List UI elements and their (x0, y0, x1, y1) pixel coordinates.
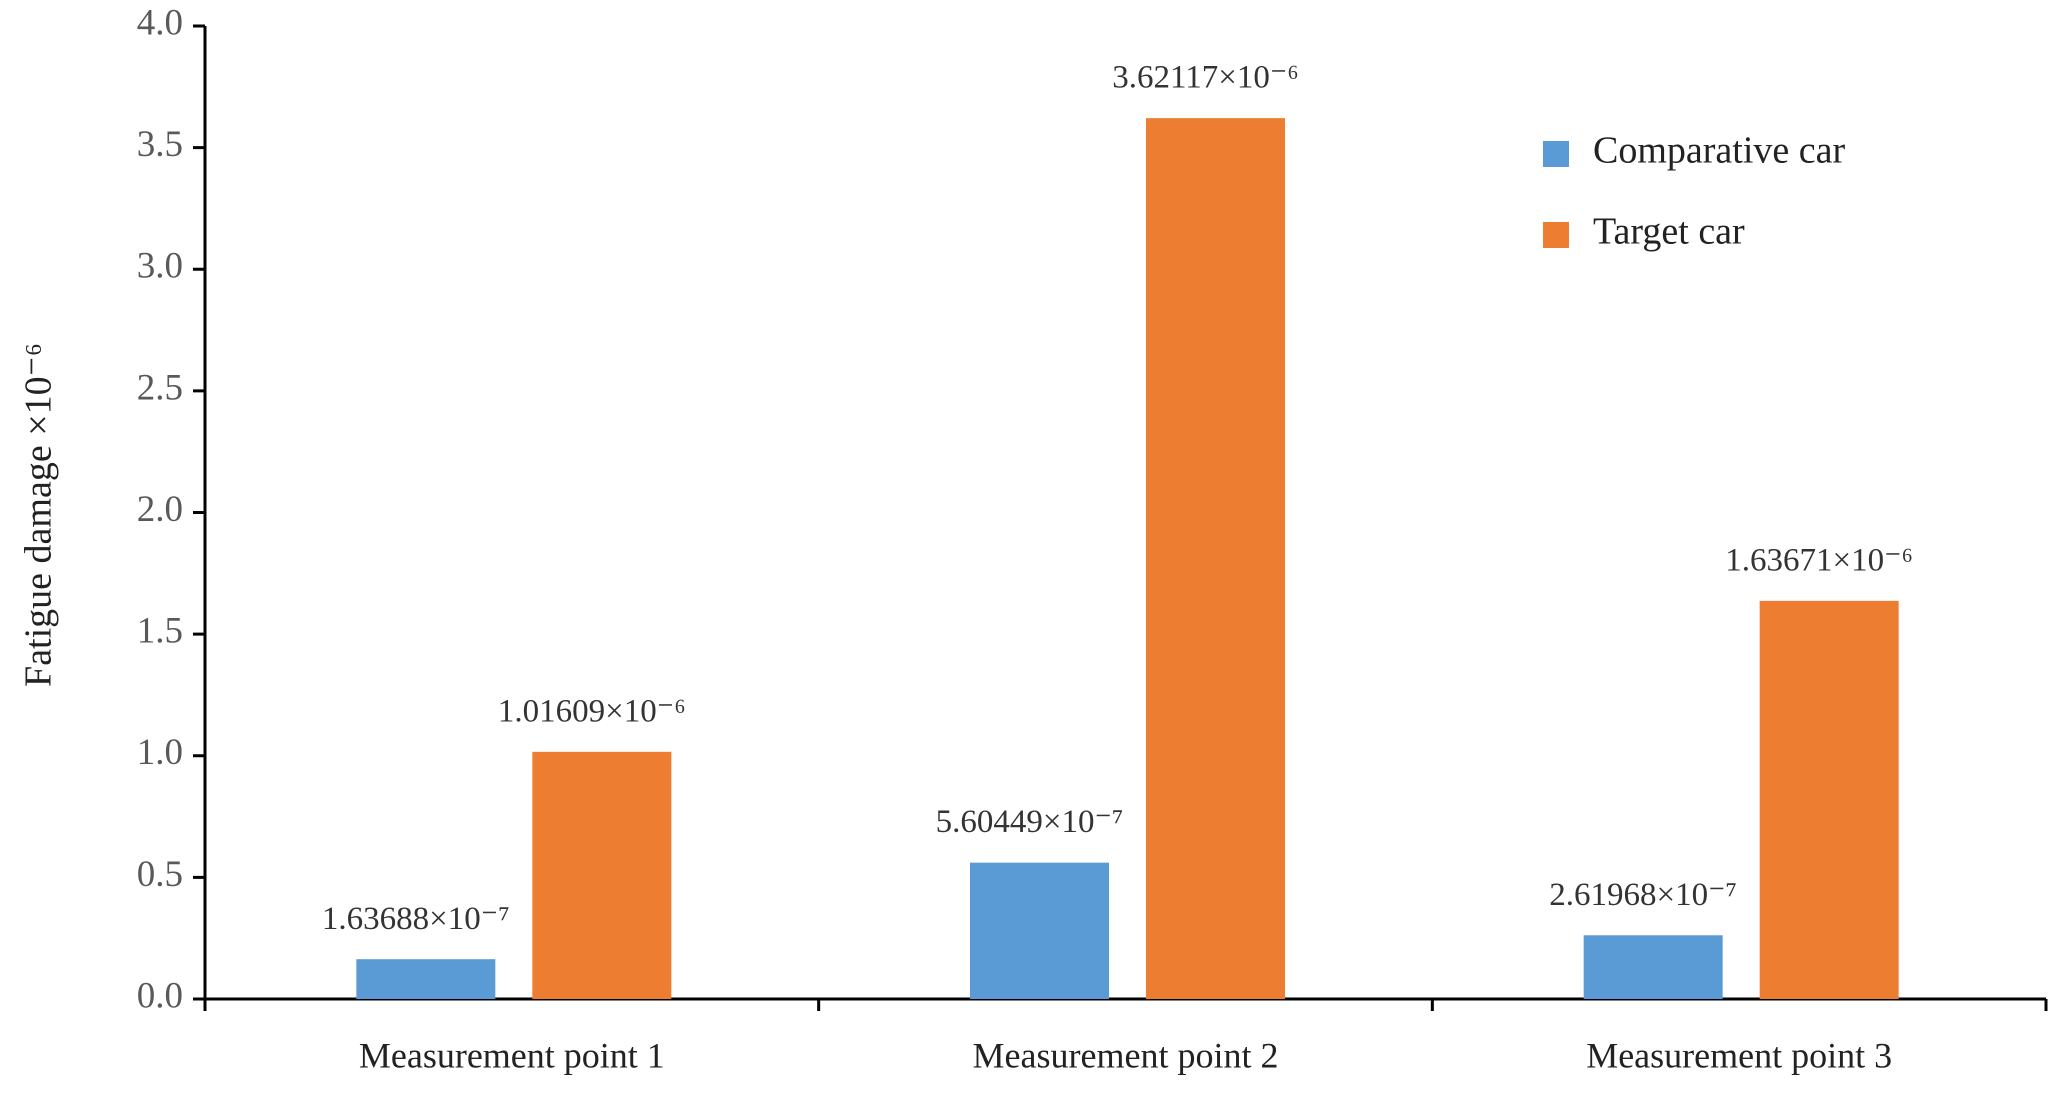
y-tick-label: 0.5 (137, 854, 183, 895)
y-tick-label: 3.0 (137, 246, 183, 287)
x-tick-label: Measurement point 1 (359, 1035, 665, 1075)
legend-swatch (1543, 141, 1569, 167)
y-tick-label: 0.0 (137, 975, 183, 1016)
value-label: 1.63688×10⁻⁷ (322, 901, 510, 937)
bar (970, 862, 1109, 999)
legend-swatch (1543, 222, 1569, 248)
bar (1583, 935, 1723, 999)
value-label: 2.61968×10⁻⁷ (1549, 877, 1737, 913)
bar (1759, 600, 1899, 999)
y-tick-label: 2.0 (137, 489, 183, 530)
bar (356, 959, 496, 999)
y-tick-label: 1.0 (137, 732, 183, 773)
value-label: 1.63671×10⁻⁶ (1725, 542, 1913, 578)
x-tick-label: Measurement point 2 (973, 1035, 1279, 1075)
legend-label: Target car (1593, 211, 1745, 253)
value-label: 1.01609×10⁻⁶ (498, 693, 686, 729)
x-tick-label: Measurement point 3 (1586, 1035, 1892, 1075)
y-tick-label: 4.0 (137, 2, 183, 43)
y-tick-label: 1.5 (137, 611, 183, 652)
y-tick-label: 2.5 (137, 367, 183, 408)
value-label: 5.60449×10⁻⁷ (936, 804, 1124, 840)
y-axis-label: Fatigue damage ×10⁻⁶ (18, 343, 60, 687)
bar (532, 751, 672, 999)
legend-label: Comparative car (1593, 130, 1846, 172)
value-label: 3.62117×10⁻⁶ (1112, 60, 1299, 96)
y-tick-label: 3.5 (137, 124, 183, 165)
bar (1146, 118, 1285, 1000)
